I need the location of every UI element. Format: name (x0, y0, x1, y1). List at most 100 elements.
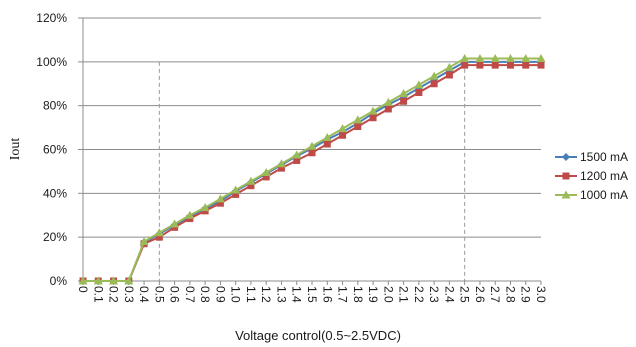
data-point (261, 168, 271, 177)
data-point (490, 54, 500, 63)
data-point (215, 194, 225, 203)
data-point (383, 97, 393, 106)
x-tick-label: 2.9 (519, 286, 533, 303)
series-line (83, 64, 541, 282)
data-point (399, 89, 409, 98)
data-point (339, 131, 347, 139)
x-tick-label: 1.0 (229, 286, 243, 303)
x-tick-label: 0.6 (168, 286, 182, 303)
gridlines (83, 17, 541, 238)
data-point (384, 105, 392, 113)
series-0 (79, 57, 545, 285)
x-tick-label: 2.6 (473, 286, 487, 303)
x-tick-label: 1.6 (320, 286, 334, 303)
legend-item: 1200 mA (555, 169, 628, 183)
x-tick-label: 1.1 (244, 286, 258, 303)
data-point (522, 61, 530, 69)
data-point (353, 115, 363, 124)
legend-marker (562, 153, 570, 161)
data-point (354, 122, 362, 130)
x-tick-label: 0.8 (198, 286, 212, 303)
data-point (170, 219, 180, 228)
y-tick-label: 100% (36, 55, 67, 69)
x-tick-label: 0.7 (183, 286, 197, 303)
x-tick-label: 0.4 (137, 286, 151, 303)
data-point (231, 185, 241, 194)
x-tick-label: 1.5 (305, 286, 319, 303)
data-point (292, 150, 302, 159)
data-point (537, 61, 545, 69)
data-point (429, 71, 439, 80)
legend-marker (562, 172, 570, 180)
legend-label: 1000 mA (580, 188, 628, 202)
x-tick-label: 2.2 (412, 286, 426, 303)
data-point (536, 54, 546, 63)
x-tick-label: 1.3 (274, 286, 288, 303)
x-tick-label: 1.2 (259, 286, 273, 303)
data-point (293, 156, 301, 164)
x-axis-label: Voltage control(0.5~2.5VDC) (235, 328, 401, 343)
x-tick-label: 2.5 (458, 286, 472, 303)
data-point (216, 199, 224, 207)
series-line (83, 60, 541, 282)
data-point (200, 203, 210, 212)
data-point (491, 61, 499, 69)
data-point (323, 140, 331, 148)
data-point (247, 182, 255, 190)
x-tick-label: 2.8 (503, 286, 517, 303)
data-point (246, 176, 256, 185)
x-tick-label: 1.9 (366, 286, 380, 303)
data-point (430, 80, 438, 88)
y-tick-label: 20% (43, 230, 67, 244)
data-point (109, 276, 119, 285)
data-point (460, 54, 470, 63)
y-tick-label: 0% (50, 274, 68, 288)
x-tick-label: 2.3 (427, 286, 441, 303)
data-point (277, 164, 285, 172)
data-point (78, 276, 88, 285)
data-point (505, 54, 515, 63)
data-point (506, 61, 514, 69)
data-point (262, 173, 270, 181)
legend-item: 1500 mA (555, 150, 628, 164)
series-1 (79, 61, 545, 285)
series-line (83, 57, 541, 282)
y-tick-label: 80% (43, 99, 67, 113)
data-point (308, 149, 316, 157)
data-point (232, 190, 240, 198)
x-tick-label: 1.4 (290, 286, 304, 303)
data-point (307, 141, 317, 150)
data-point (475, 54, 485, 63)
data-point (461, 61, 469, 69)
data-point (415, 89, 423, 97)
data-point (414, 80, 424, 89)
data-point (139, 237, 149, 246)
data-point (276, 159, 286, 168)
x-tick-label: 2.1 (397, 286, 411, 303)
data-point (369, 114, 377, 122)
x-tick-label: 2.7 (488, 286, 502, 303)
series-group (78, 54, 546, 285)
x-tick-label: 0.5 (152, 286, 166, 303)
legend-marker (561, 190, 571, 199)
data-point (155, 233, 163, 241)
data-point (154, 228, 164, 237)
y-tick-label: 120% (36, 11, 67, 25)
data-point (124, 276, 134, 285)
y-axis-label: Iout (8, 138, 23, 161)
series-2 (78, 54, 546, 285)
x-tick-label: 3.0 (534, 286, 548, 303)
data-point (93, 276, 103, 285)
x-tick-label: 2.4 (442, 286, 456, 303)
data-point (338, 124, 348, 133)
reference-lines (158, 61, 466, 281)
data-point (185, 210, 195, 219)
data-point (444, 62, 454, 71)
legend: 1500 mA 1200 mA 1000 mA (555, 150, 628, 202)
y-tick-label: 40% (43, 186, 67, 200)
legend-label: 1500 mA (580, 150, 628, 164)
data-point (322, 132, 332, 141)
x-tick-labels: 0 0.1 0.2 0.3 0.4 0.5 0.6 0.7 0.8 0.9 1.0 1.1 1.2 1.3… (76, 286, 548, 303)
data-point (400, 97, 408, 105)
